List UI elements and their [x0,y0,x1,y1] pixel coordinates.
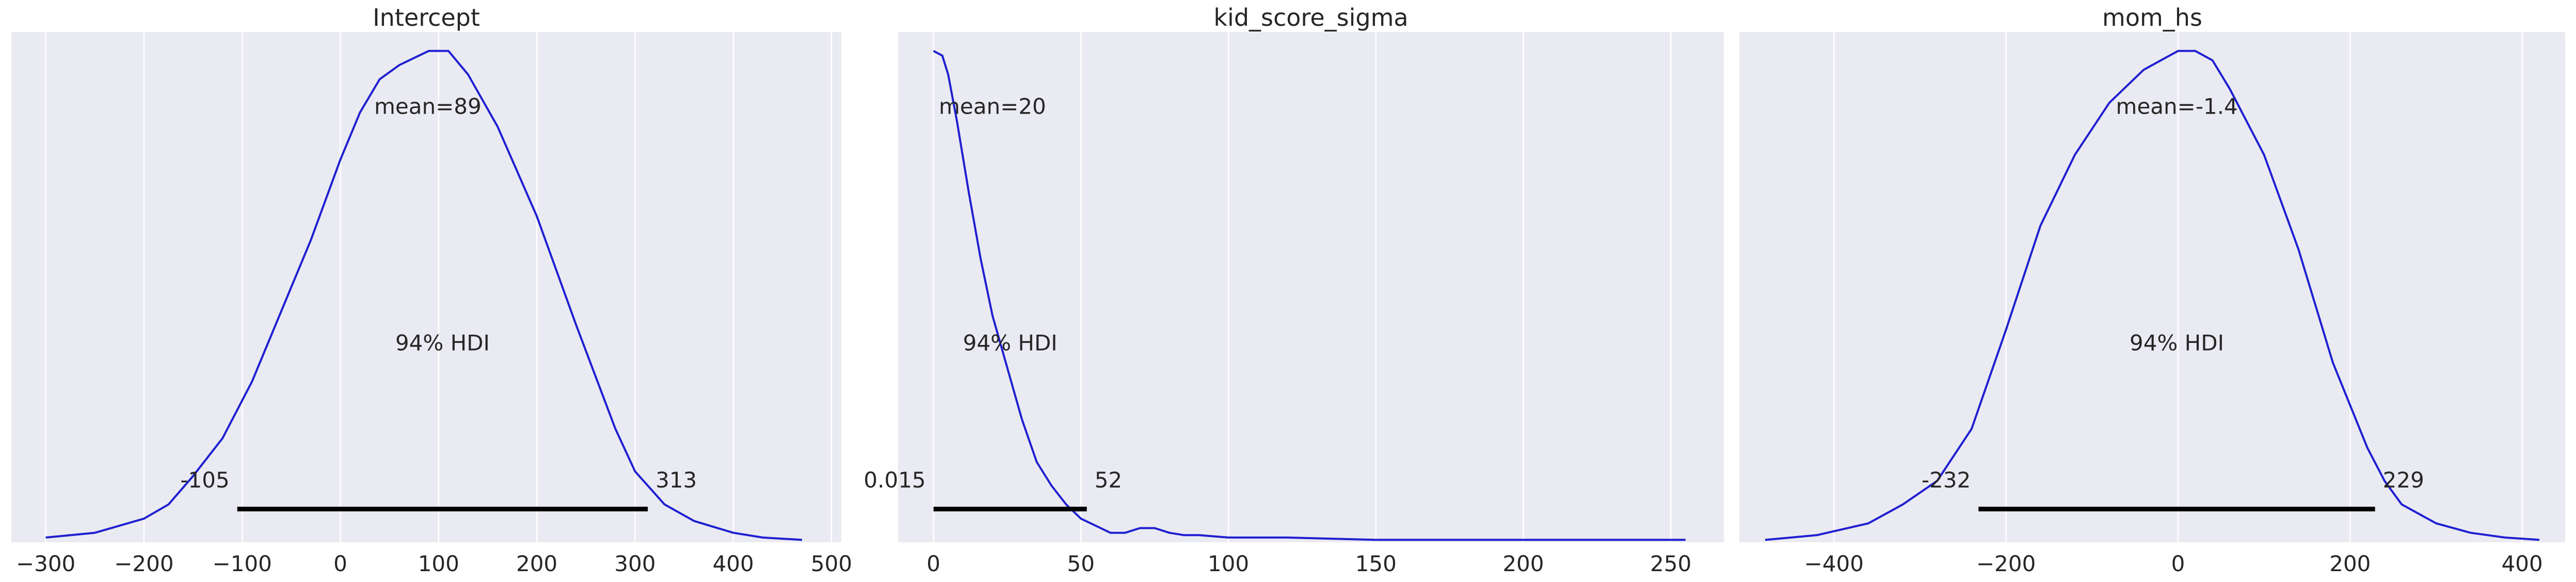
x-tick-label: −200 [1976,551,2036,576]
x-axis-ticks: 0 50 100 150 200 250 [926,551,1691,576]
x-tick-label: 0 [926,551,940,576]
x-tick-label: 100 [1208,551,1249,576]
mean-label: mean=20 [939,93,1046,119]
x-tick-label: −200 [114,551,173,576]
hdi-low-label: -105 [180,467,229,493]
panel-intercept: Intercept mean=89 94% HDI -105 313 −300−… [11,4,852,576]
mean-label: mean=-1.4 [2116,93,2238,119]
x-tick-label: 200 [1502,551,1544,576]
x-tick-label: 200 [2329,551,2371,576]
gridlines [45,32,833,542]
x-tick-label: 200 [516,551,557,576]
x-tick-label: 100 [418,551,459,576]
gridlines [1833,32,2523,542]
x-tick-label: 250 [1650,551,1691,576]
x-tick-label: 0 [333,551,347,576]
density-curve [1765,50,2540,541]
hdi-low-label: -232 [1922,467,1971,493]
x-tick-label: −400 [1804,551,1864,576]
panel-background [1739,32,2565,542]
panel-kid-score-sigma: kid_score_sigma mean=20 94% HDI 0.015 52… [863,4,1724,576]
x-tick-label: 400 [713,551,754,576]
hdi-high-label: 229 [2383,467,2424,493]
hdi-label: 94% HDI [2130,331,2224,356]
hdi-high-label: 52 [1095,467,1122,493]
hdi-label: 94% HDI [963,331,1058,356]
panel-title: Intercept [373,4,480,32]
x-axis-ticks: −300 −200 −100 0 100 200 300 400 500 [16,551,852,576]
panel-title: mom_hs [2102,4,2202,32]
x-tick-label: −100 [213,551,272,576]
hdi-high-label: 313 [655,467,697,493]
density-curve [933,50,1686,541]
x-tick-label: 50 [1067,551,1095,576]
hdi-low-label: 0.015 [863,467,925,493]
x-tick-label: 400 [2502,551,2543,576]
panel-mom-hs: mom_hs mean=-1.4 94% HDI -232 229 −400 −2… [1739,4,2565,576]
panel-title: kid_score_sigma [1213,4,1408,32]
x-tick-label: −300 [16,551,75,576]
x-tick-label: 500 [811,551,852,576]
panel-background [11,32,841,542]
x-tick-label: 150 [1355,551,1397,576]
hdi-label: 94% HDI [395,331,490,356]
x-tick-label: 0 [2171,551,2185,576]
density-curve [45,50,803,541]
x-axis-ticks: −400 −200 0 200 400 [1804,551,2543,576]
gridlines [933,32,1672,542]
x-tick-label: 300 [614,551,655,576]
mean-label: mean=89 [374,93,482,119]
